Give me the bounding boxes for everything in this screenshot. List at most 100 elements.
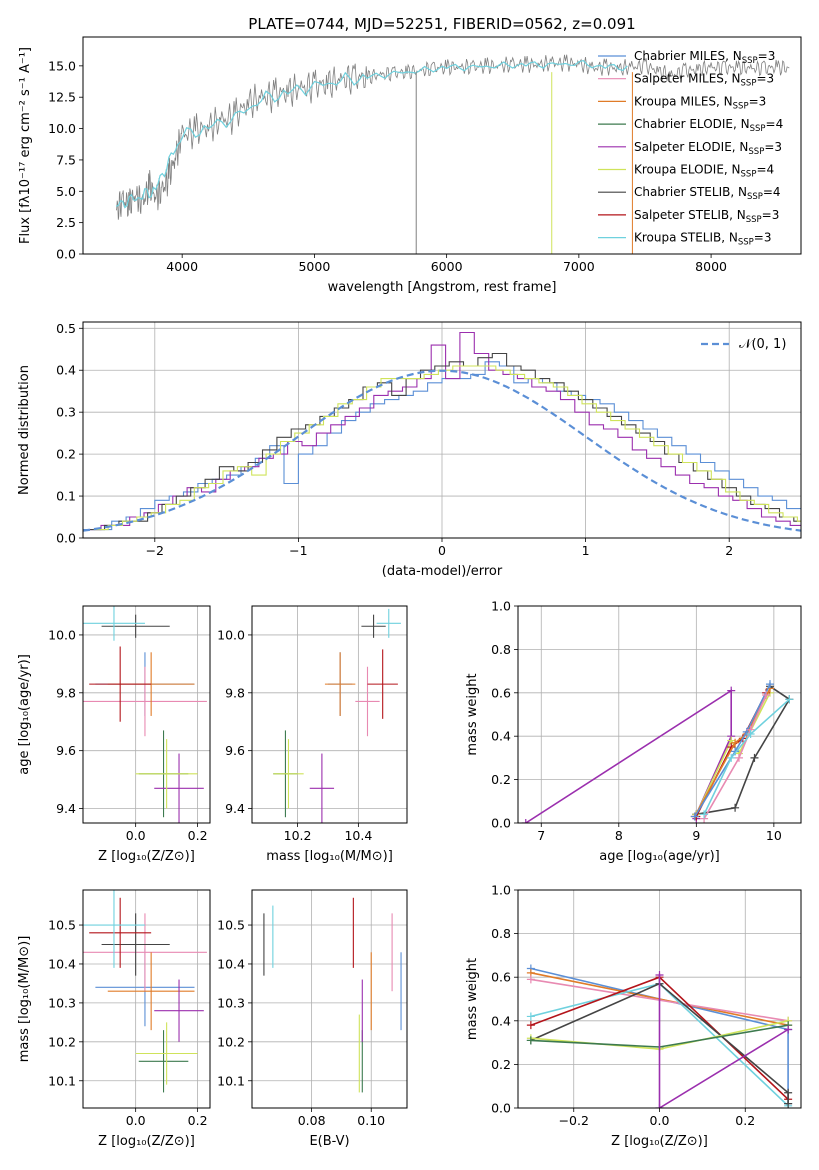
plus-marker (690, 812, 699, 821)
plot-area (521, 680, 794, 823)
plus-marker (784, 1025, 793, 1034)
plot-area (83, 606, 207, 823)
histogram (83, 361, 801, 531)
x-tick-label: 0.2 (188, 828, 208, 843)
x-tick-label: 2 (725, 543, 733, 558)
series-model (115, 59, 628, 209)
error-point (83, 913, 207, 992)
legend-entry: Salpeter MILES, NSSP=3 (634, 72, 774, 89)
y-axis-label: Flux [fλ10⁻¹⁷ erg cm⁻² s⁻¹ A⁻¹] (18, 47, 33, 244)
legend-tail: =3 (764, 140, 782, 154)
legend-sub: SSP (748, 147, 764, 157)
y-tick-label: 10.3 (217, 995, 245, 1010)
panel-weight_vs_age: 7 8 9 10 0.0 0.2 0.4 0.6 0.8 1.0 age [log₁₀(age/yr… (465, 599, 802, 864)
x-tick-label: 0.2 (735, 1113, 755, 1128)
panel-spectrum: 4000 5000 6000 7000 8000 0.0 2.5 5.0 7.5 10.0 12.5… (18, 36, 802, 295)
plus-marker (727, 753, 736, 762)
error-point (138, 1030, 189, 1093)
plus-marker (784, 1088, 793, 1097)
weight-series (530, 982, 789, 1104)
legend-sub: SSP (746, 215, 762, 225)
y-tick-label: 10.0 (217, 627, 245, 642)
plus-marker (750, 753, 759, 762)
panel-mass_vs_Z: 0.0 0.2 10.1 10.2 10.3 10.4 10.5 Z [log₁₀(Z/Z⊙)… (17, 889, 211, 1149)
plus-marker (526, 1012, 535, 1021)
plus-marker (746, 730, 755, 739)
legend-sub: SSP (738, 238, 754, 248)
x-tick-label: 9 (692, 828, 700, 843)
y-tick-label: 10.2 (48, 1034, 76, 1049)
x-tick-label: 8000 (695, 259, 727, 274)
y-tick-label: 10.0 (48, 121, 76, 136)
x-tick-label: 0 (438, 543, 446, 558)
y-axis-label: Normed distribution (17, 365, 32, 495)
plus-marker (526, 975, 535, 984)
plot-area (263, 897, 402, 1093)
x-tick-label: 7000 (563, 259, 595, 274)
y-axis-label: mass [log₁₀(M/M⊙)] (17, 936, 32, 1063)
plus-marker (734, 753, 743, 762)
legend-sub: SSP (733, 101, 749, 111)
y-tick-label: 1.0 (491, 599, 511, 614)
x-axis-label: Z [log₁₀(Z/Z⊙)] (98, 1134, 195, 1149)
x-tick-label: 10.4 (344, 828, 372, 843)
x-tick-label: 0.10 (357, 1113, 385, 1128)
plus-marker (765, 680, 774, 689)
plus-marker (521, 819, 530, 823)
error-point (101, 913, 170, 976)
y-tick-label: 0.6 (491, 685, 511, 700)
weight-series (658, 975, 789, 1108)
y-tick-label: 0.2 (56, 447, 76, 462)
axes-frame (82, 889, 211, 1109)
y-tick-label: 9.8 (56, 685, 76, 700)
y-tick-label: 0.2 (491, 772, 511, 787)
y-tick-label: 9.6 (225, 743, 245, 758)
error-point (83, 666, 207, 737)
panel-weight_vs_Z: −0.2 0.0 0.2 0.0 0.2 0.4 0.6 0.8 1.0 Z [log₁₀(Z/Z… (465, 883, 802, 1149)
histogram (90, 352, 801, 531)
error-point (101, 614, 170, 638)
y-tick-label: 10.5 (217, 918, 245, 933)
normal-curve (83, 369, 801, 532)
x-tick-label: −2 (146, 543, 164, 558)
axes-frame (251, 889, 408, 1109)
y-tick-label: 10.3 (48, 995, 76, 1010)
axes-frame (517, 605, 802, 824)
y-tick-label: 10.4 (217, 956, 245, 971)
y-tick-label: 1.0 (491, 883, 511, 898)
panel-residuals: −2 −1 0 1 2 0.0 0.1 0.2 0.3 0.4 0.5 (data-model)/er… (17, 321, 802, 579)
weight-series (703, 694, 767, 820)
error-point (376, 608, 401, 638)
plus-marker (727, 686, 736, 695)
histogram (93, 365, 801, 531)
y-tick-label: 10.4 (48, 956, 76, 971)
error-point (89, 646, 152, 722)
x-tick-label: 7 (537, 828, 545, 843)
error-point (361, 614, 386, 638)
y-tick-label: 0.4 (491, 1013, 511, 1028)
y-axis-label: mass weight (465, 958, 480, 1040)
legend-entry: Chabrier ELODIE, NSSP=4 (634, 117, 783, 134)
y-tick-label: 9.6 (56, 743, 76, 758)
y-tick-label: 0.1 (56, 489, 76, 504)
y-tick-label: 9.8 (225, 685, 245, 700)
legend-entry: Kroupa STELIB, NSSP=3 (634, 231, 772, 248)
y-tick-label: 0.6 (491, 970, 511, 985)
legend-entry: 𝒩(0, 1) (739, 337, 786, 352)
x-tick-label: 0.08 (298, 1113, 326, 1128)
panel-mass_vs_ebv: 0.08 0.10 10.1 10.2 10.3 10.4 10.5 E(B-V) (217, 889, 408, 1149)
error-point (154, 979, 204, 1042)
x-tick-label: 0.0 (126, 1113, 146, 1128)
plus-marker (655, 1104, 664, 1108)
y-tick-label: 10.0 (48, 627, 76, 642)
x-axis-label: E(B-V) (309, 1134, 349, 1149)
legend-entry: Chabrier STELIB, NSSP=4 (634, 185, 781, 202)
plot-area (83, 331, 801, 532)
axes-frame (82, 36, 802, 255)
x-axis-label: mass [log₁₀(M/M⊙)] (266, 849, 393, 864)
plus-marker (526, 1021, 535, 1030)
weight-series (694, 683, 771, 817)
y-axis-label: mass weight (465, 673, 480, 755)
chart-title: PLATE=0744, MJD=52251, FIBERID=0562, z=0… (248, 15, 635, 33)
y-tick-label: 0.0 (491, 816, 511, 831)
